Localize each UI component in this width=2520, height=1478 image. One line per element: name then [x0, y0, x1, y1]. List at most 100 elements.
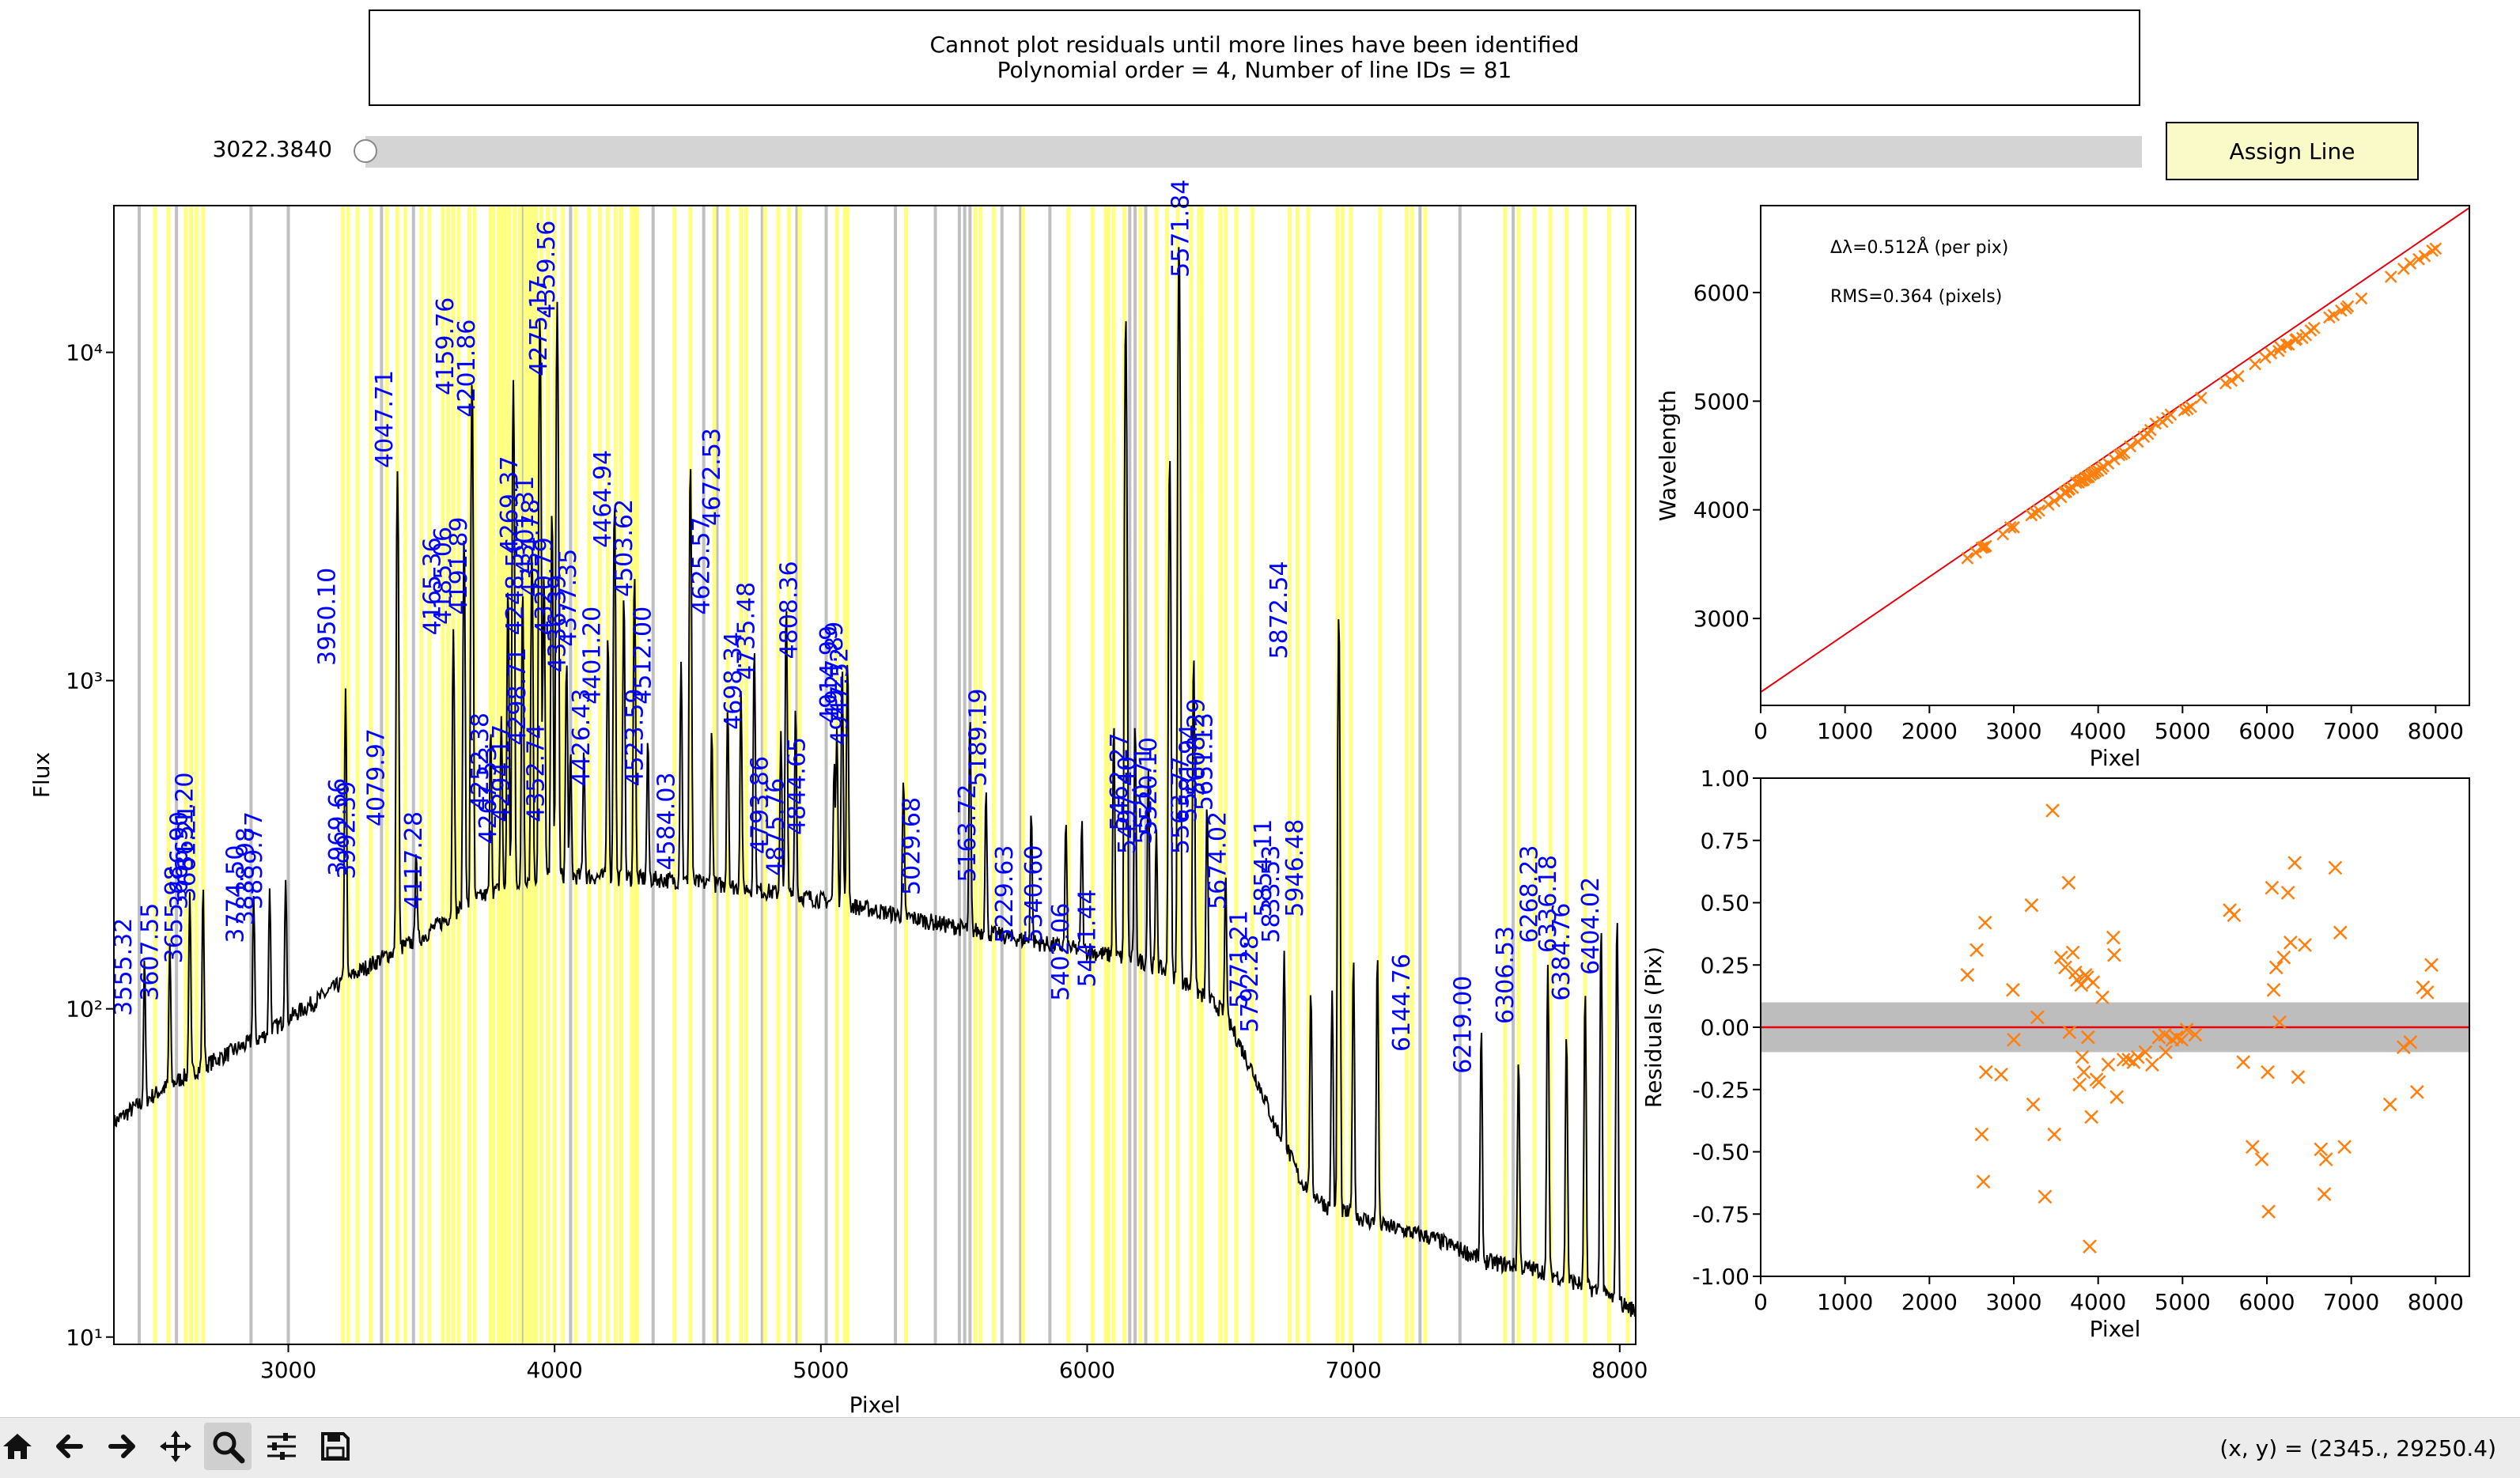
line-id-label: 4793.86	[746, 756, 774, 854]
line-id-label: 4584.03	[653, 772, 681, 870]
fit-point	[2282, 338, 2295, 351]
x-tick-label: 7000	[2323, 718, 2379, 744]
line-id-label: 3651.20	[171, 772, 199, 870]
line-id-label: 3774.50	[221, 845, 249, 943]
residuals-plot[interactable]: 0 1000 2000 3000 4000 5000 6000 7000 8000 -1.00 -0…	[1640, 765, 2470, 1342]
residual-point	[2080, 1030, 2095, 1045]
line-id-label: 5189.19	[965, 689, 993, 787]
home-icon[interactable]	[0, 1423, 41, 1470]
line-id-label: 5833.53	[1258, 845, 1285, 943]
residual-point	[2298, 938, 2312, 952]
residual-point	[2265, 880, 2280, 895]
line-id-label: 5497.40	[1114, 756, 1141, 854]
line-id-label: 4248.56	[501, 537, 529, 635]
residual-point	[2318, 1152, 2333, 1166]
forward-arrow-icon[interactable]	[98, 1423, 146, 1470]
pan-icon[interactable]	[152, 1423, 199, 1470]
line-id-label: 4875.76	[762, 778, 790, 876]
residual-point	[2396, 1040, 2411, 1055]
x-tick-label: 5000	[2155, 1289, 2211, 1315]
wavelength-fit-plot[interactable]: Δλ=0.512Å (per pix) RMS=0.364 (pixels) 0 10…	[1655, 205, 2470, 771]
fit-point	[2341, 300, 2355, 313]
residual-point	[2245, 1140, 2260, 1155]
fit-point	[2048, 494, 2061, 508]
y-tick-label: 1.00	[1701, 765, 1750, 792]
line-id-label: 4512.00	[629, 607, 656, 705]
line-id-label: 4808.36	[776, 561, 804, 659]
line-id-label: 4464.94	[589, 450, 617, 548]
residual-point	[1969, 943, 1984, 958]
spectrum-plot[interactable]: 3555.323607.553655.983666.903661.213651.…	[28, 180, 1648, 1416]
wavelength-slider-handle[interactable]	[354, 139, 377, 163]
fit-point	[2355, 292, 2368, 305]
residual-point	[2026, 1097, 2041, 1112]
line-id-label: 5608.29	[1183, 698, 1211, 796]
residual-point	[2061, 875, 2076, 890]
wavelength-slider-track[interactable]	[365, 136, 2142, 168]
zoom-icon[interactable]	[204, 1423, 252, 1470]
y-tick-label: -0.75	[1693, 1201, 1750, 1227]
residual-point	[1977, 915, 1992, 930]
line-id-label: 5229.63	[991, 845, 1019, 943]
residual-point	[2065, 945, 2080, 960]
residual-point	[2328, 860, 2343, 875]
line-id-label: 4201.86	[453, 319, 481, 418]
line-id-label: 6336.18	[1534, 855, 1562, 953]
x-axis-label: Pixel	[849, 1392, 901, 1416]
y-axis-label: Residuals (Pix)	[1640, 947, 1667, 1108]
residual-point	[2287, 856, 2302, 870]
residual-point	[2261, 1204, 2276, 1219]
line-id-label: 6268.23	[1515, 845, 1543, 943]
fit-point	[2124, 440, 2137, 453]
y-tick-label: 10⁴	[66, 340, 103, 366]
x-tick-label: 2000	[1901, 718, 1958, 744]
x-tick-label: 4000	[527, 1357, 583, 1383]
x-tick-label: 3000	[1985, 718, 2041, 744]
residual-point	[2272, 1015, 2287, 1030]
residual-point	[2101, 1057, 2116, 1072]
line-id-label: 6219.00	[1449, 976, 1477, 1074]
residual-point	[2333, 925, 2348, 940]
line-id-label: 5581.94	[1175, 724, 1203, 822]
status-message-line2: Polynomial order = 4, Number of line IDs…	[997, 57, 1512, 83]
fit-point	[2404, 257, 2417, 270]
line-id-label: 5520.71	[1129, 747, 1157, 845]
fit-point	[2185, 400, 2197, 414]
line-id-label: 4336.39	[544, 575, 572, 673]
residual-point	[1976, 1174, 1991, 1189]
residual-point	[2283, 936, 2298, 950]
x-tick-label: 8000	[2408, 718, 2464, 744]
residual-point	[2107, 947, 2121, 962]
line-id-label: 4503.62	[611, 499, 638, 597]
fit-point	[2384, 270, 2397, 283]
fit-point	[2327, 308, 2340, 322]
line-id-label: 5520.10	[1135, 737, 1163, 835]
y-tick-label: 0.75	[1701, 828, 1750, 854]
fit-point	[2164, 408, 2178, 421]
x-tick-label: 6000	[1059, 1357, 1115, 1383]
fit-point	[2397, 262, 2410, 275]
line-id-label: 4844.65	[784, 737, 812, 835]
plots-canvas[interactable]: 3555.323607.553655.983666.903661.213651.…	[0, 0, 2520, 1416]
y-tick-label: -0.25	[1693, 1077, 1750, 1103]
back-arrow-icon[interactable]	[46, 1423, 93, 1470]
axes-frame	[1760, 205, 2470, 706]
assign-line-button[interactable]: Assign Line	[2166, 122, 2419, 180]
residual-point	[2261, 1064, 2275, 1079]
dispersion-annotation: Δλ=0.512Å (per pix)	[1830, 236, 2008, 258]
save-icon[interactable]	[312, 1423, 359, 1470]
residual-point	[2058, 960, 2072, 975]
line-id-label: 4359.56	[533, 221, 561, 319]
fit-point	[2412, 252, 2425, 266]
fit-point	[2178, 404, 2191, 417]
residual-point	[2086, 975, 2101, 990]
y-tick-label: 0.00	[1701, 1015, 1750, 1041]
line-id-label: 4298.71	[504, 648, 532, 746]
residual-point	[2236, 1055, 2251, 1069]
line-id-label: 5563.77	[1167, 756, 1194, 854]
configure-subplots-icon[interactable]	[258, 1423, 305, 1470]
spectrum-trace	[113, 247, 1636, 1317]
line-id-label: 4117.28	[400, 811, 428, 909]
line-id-label: 4267.53	[475, 747, 502, 845]
fit-point	[2307, 321, 2321, 335]
